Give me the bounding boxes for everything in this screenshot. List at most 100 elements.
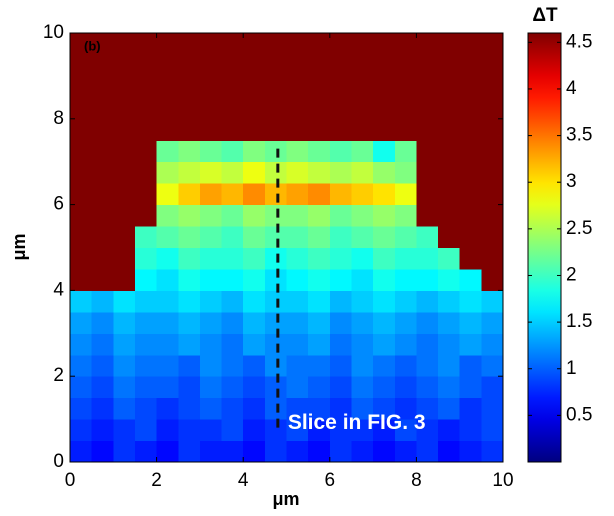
heatmap-cell xyxy=(113,376,136,399)
heatmap-cell xyxy=(416,226,439,248)
heatmap-cell xyxy=(351,75,374,98)
heatmap-cell xyxy=(221,311,244,334)
heatmap-cell xyxy=(113,33,136,55)
heatmap-cell xyxy=(286,290,309,313)
heatmap-cell xyxy=(329,333,352,356)
heatmap-cell xyxy=(91,247,114,270)
heatmap-cell xyxy=(416,247,439,270)
heatmap-cell xyxy=(199,397,223,420)
heatmap-cell xyxy=(416,140,439,163)
heatmap-cell xyxy=(91,54,114,77)
y-axis-label: μm xyxy=(9,233,29,260)
heatmap-cell xyxy=(459,140,482,163)
panel-label: (b) xyxy=(84,38,101,53)
heatmap-cell xyxy=(221,54,244,77)
heatmap-cell xyxy=(351,397,374,420)
heatmap-cell xyxy=(329,397,352,420)
heatmap-cell xyxy=(286,226,309,248)
x-tick-label: 10 xyxy=(492,470,513,491)
colorbar-tick-label: 3.5 xyxy=(566,125,592,146)
colorbar-tick-label: 2.5 xyxy=(566,218,592,239)
heatmap-cell xyxy=(178,311,201,334)
heatmap-cell xyxy=(286,97,309,120)
heatmap-cell xyxy=(264,118,287,141)
heatmap-cell xyxy=(351,118,374,141)
heatmap-cell xyxy=(329,311,352,334)
y-tick-label: 6 xyxy=(53,194,64,215)
heatmap-cell xyxy=(178,419,201,442)
heatmap-cell xyxy=(70,118,93,141)
heatmap-cell xyxy=(199,33,223,55)
heatmap-cell xyxy=(70,311,93,334)
heatmap-cell xyxy=(286,161,309,184)
heatmap-cell xyxy=(481,419,504,442)
heatmap-cell xyxy=(286,419,309,442)
heatmap-cell xyxy=(394,311,417,334)
heatmap-cell xyxy=(134,97,158,120)
heatmap-cell xyxy=(329,161,352,184)
heatmap-cell xyxy=(394,440,417,463)
heatmap-cell xyxy=(156,290,179,313)
heatmap-cell xyxy=(113,440,136,463)
heatmap-cell xyxy=(481,397,504,420)
heatmap-cell xyxy=(373,247,396,270)
heatmap-cell xyxy=(416,33,439,55)
heatmap-cell xyxy=(178,33,201,55)
heatmap-cell xyxy=(459,376,482,399)
heatmap-cell xyxy=(481,183,504,206)
heatmap-cell xyxy=(113,333,136,356)
heatmap-cell xyxy=(178,376,201,399)
x-tick-label: 2 xyxy=(151,470,162,491)
heatmap-cell xyxy=(264,333,287,356)
heatmap-cell xyxy=(243,118,266,141)
heatmap-cell xyxy=(329,376,352,399)
heatmap-cell xyxy=(394,204,417,227)
heatmap-cell xyxy=(156,204,179,227)
heatmap-cell xyxy=(394,419,417,442)
heatmap-cell xyxy=(416,290,439,313)
heatmap-cell xyxy=(438,183,461,206)
heatmap-cell xyxy=(308,419,331,442)
heatmap-cell xyxy=(199,419,223,442)
heatmap-cell xyxy=(221,290,244,313)
heatmap-cell xyxy=(221,268,244,291)
heatmap-cell xyxy=(199,75,223,98)
heatmap-cell xyxy=(286,118,309,141)
heatmap-cell xyxy=(459,54,482,77)
heatmap-cell xyxy=(199,268,223,291)
heatmap-cell xyxy=(156,226,179,248)
heatmap-cell xyxy=(329,183,352,206)
heatmap-cell xyxy=(70,397,93,420)
heatmap-cell xyxy=(70,419,93,442)
heatmap-cell xyxy=(416,118,439,141)
heatmap-cell xyxy=(70,33,93,55)
heatmap-cell xyxy=(178,397,201,420)
heatmap-cell xyxy=(91,440,114,463)
heatmap-cell xyxy=(481,33,504,55)
heatmap-cell xyxy=(416,97,439,120)
heatmap-cell xyxy=(156,397,179,420)
heatmap-cell xyxy=(416,268,439,291)
heatmap-cell xyxy=(70,54,93,77)
heatmap-cell xyxy=(91,333,114,356)
heatmap-cell xyxy=(394,97,417,120)
heatmap-cell xyxy=(373,354,396,377)
heatmap-cell xyxy=(394,54,417,77)
heatmap-cell xyxy=(156,183,179,206)
heatmap-cell xyxy=(481,140,504,163)
heatmap-cell xyxy=(438,290,461,313)
heatmap xyxy=(70,33,504,463)
colorbar-title: ΔT xyxy=(532,5,558,26)
heatmap-cell xyxy=(286,311,309,334)
heatmap-cell xyxy=(243,311,266,334)
heatmap-cell xyxy=(178,290,201,313)
heatmap-cell xyxy=(438,204,461,227)
heatmap-cell xyxy=(113,311,136,334)
heatmap-cell xyxy=(329,226,352,248)
heatmap-cell xyxy=(264,140,287,163)
heatmap-cell xyxy=(243,75,266,98)
heatmap-cell xyxy=(286,333,309,356)
y-tick-label: 2 xyxy=(53,365,64,386)
heatmap-cell xyxy=(243,161,266,184)
